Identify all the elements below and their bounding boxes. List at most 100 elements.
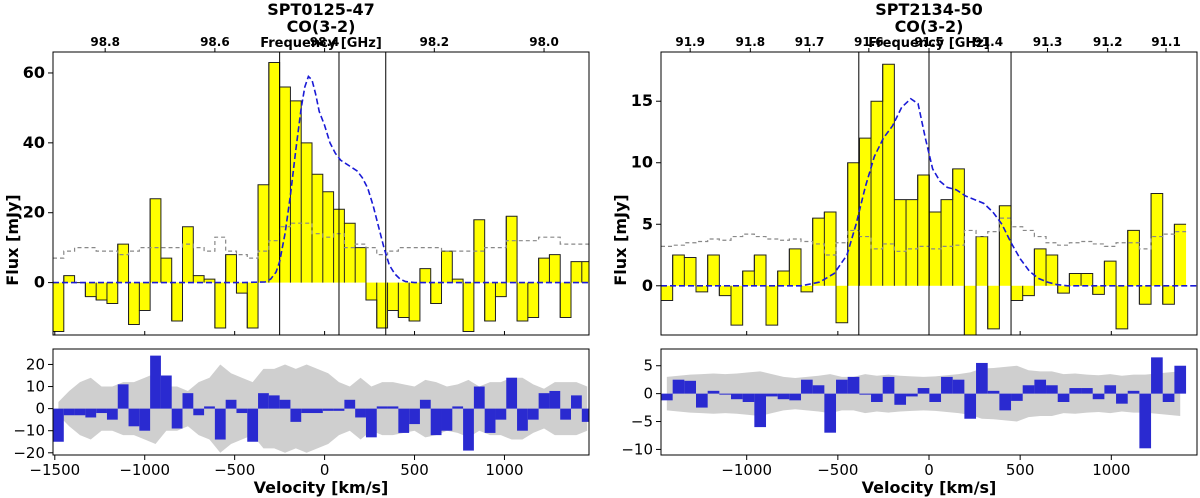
panel-spt0125: SPT0125-47 CO(3-2) Frequency [GHz] Veloc… — [3, 0, 590, 497]
top-tick-label: 91.6 — [854, 35, 884, 49]
residual-bar — [441, 408, 453, 431]
residual-bar — [906, 393, 918, 397]
y-tick-label: 15 — [631, 91, 653, 110]
flux-bar — [1116, 285, 1128, 329]
y-tick-label: 5 — [642, 214, 653, 233]
noise-step-line — [53, 222, 589, 259]
residual-bar — [859, 393, 872, 395]
flux-bar — [801, 285, 813, 292]
residual-bar — [74, 408, 86, 416]
flux-bar — [1069, 273, 1082, 286]
residual-bar — [952, 379, 965, 394]
top-tick-label: 91.4 — [973, 35, 1003, 49]
top-tick-label: 98.4 — [310, 35, 340, 49]
residual-bar — [742, 393, 755, 402]
residual-bar — [847, 376, 860, 394]
flux-bar — [128, 282, 140, 325]
model-fit-curve — [53, 75, 589, 284]
flux-bar — [999, 205, 1012, 286]
flux-bar — [139, 282, 151, 311]
residual-bar — [719, 393, 732, 395]
residual-bar — [333, 408, 345, 411]
flux-bar — [1081, 273, 1093, 286]
residual-y-tick-label: −20 — [13, 444, 45, 462]
residual-bar — [824, 393, 837, 433]
flux-bar — [766, 285, 778, 326]
residual-bar — [268, 395, 280, 409]
residual-bar — [495, 408, 507, 420]
top-tick-label: 91.3 — [1033, 35, 1063, 49]
flux-bar — [258, 184, 269, 283]
flux-bar — [517, 282, 528, 322]
residual-bar — [160, 375, 172, 409]
top-tick-label: 91.1 — [1151, 35, 1181, 49]
flux-bar — [279, 86, 291, 283]
x-tick-label: 500 — [400, 461, 429, 479]
flux-bar — [214, 282, 226, 329]
flux-bar — [171, 282, 183, 322]
residual-bar — [85, 408, 97, 418]
flux-bar — [964, 285, 977, 335]
y-tick-label: 10 — [631, 153, 653, 172]
residual-bar — [106, 408, 118, 420]
residual-plot-area — [53, 355, 589, 453]
residual-bar — [894, 393, 907, 405]
flux-bar — [707, 255, 720, 286]
residual-bar — [419, 399, 431, 409]
top-tick-label: 91.5 — [914, 35, 944, 49]
residual-y-tick-label: 0 — [643, 385, 653, 403]
flux-bar — [719, 285, 732, 296]
y-tick-label: 40 — [23, 133, 45, 152]
residual-bar — [929, 393, 942, 402]
flux-bar — [1057, 285, 1070, 294]
residual-bar — [1162, 393, 1175, 402]
x-tick-label: −1500 — [29, 461, 80, 479]
flux-bar — [929, 211, 942, 286]
residual-bar — [766, 393, 778, 397]
residual-bar — [1011, 393, 1023, 401]
flux-bar — [789, 248, 802, 286]
residual-bar — [1034, 379, 1047, 394]
residual-bar — [117, 384, 129, 409]
flux-bar — [430, 282, 442, 304]
residual-bar — [1046, 385, 1058, 394]
flux-bar — [952, 168, 965, 286]
residual-bar — [355, 408, 366, 418]
flux-bar — [63, 275, 75, 283]
flux-bar — [1022, 285, 1035, 296]
residual-bar — [1174, 365, 1187, 394]
flux-bar — [193, 275, 205, 283]
residual-bar — [571, 395, 582, 409]
residual-bar — [1069, 388, 1082, 394]
residual-bar — [344, 399, 356, 409]
top-tick-label: 98.8 — [90, 35, 120, 49]
residual-bar — [581, 408, 589, 422]
flux-bar — [1174, 224, 1187, 286]
flux-bar — [1139, 285, 1152, 305]
flux-step-outline — [661, 63, 1187, 335]
residual-bar — [204, 406, 215, 409]
residual-bar — [527, 408, 539, 420]
flux-bar — [312, 174, 323, 283]
residual-bar — [812, 385, 825, 394]
residual-bar — [707, 390, 720, 394]
x-tick-label: 0 — [320, 461, 330, 479]
residual-bar — [999, 393, 1012, 411]
residual-bar — [387, 406, 399, 409]
residual-bar — [1139, 393, 1152, 449]
main-axes-frame — [52, 51, 590, 336]
flux-bar — [672, 255, 685, 286]
flux-bar — [1011, 285, 1023, 301]
flux-bar — [894, 199, 907, 286]
flux-bar — [581, 261, 589, 283]
flux-bar — [387, 282, 399, 311]
flux-bar — [463, 282, 474, 332]
x-axis-label: Velocity [km/s] — [862, 478, 997, 497]
residual-y-tick-label: −5 — [631, 413, 653, 431]
flux-bar — [754, 255, 767, 286]
flux-bar — [812, 218, 825, 286]
residual-bar — [96, 408, 107, 414]
residual-bar — [1022, 385, 1035, 394]
flux-bar — [882, 64, 895, 286]
